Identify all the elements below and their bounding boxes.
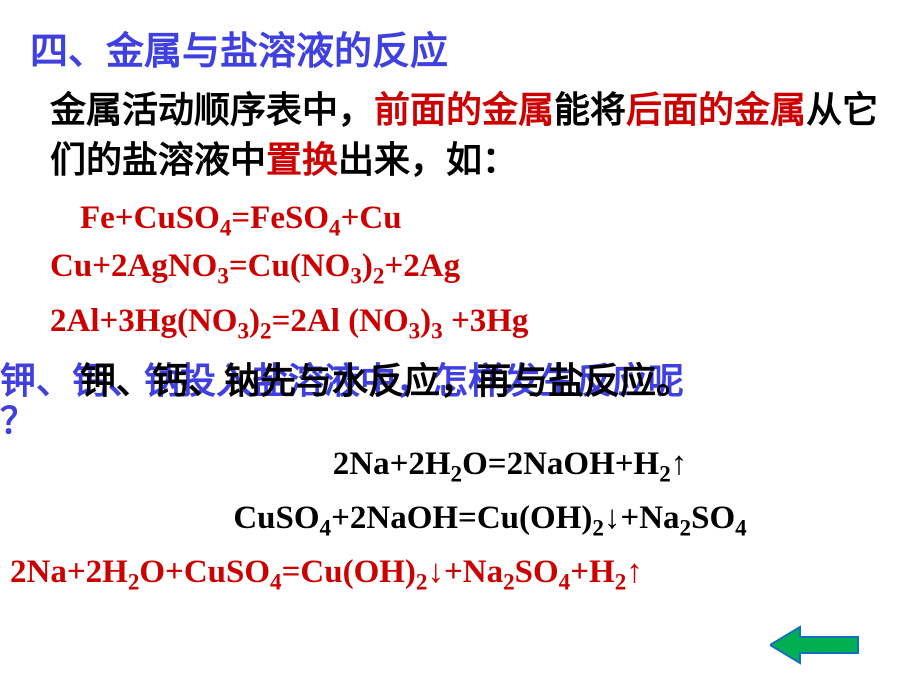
intro-text: 金属活动顺序表中，前面的金属能将后面的金属从它们的盐溶液中置换出来，如： — [50, 85, 890, 186]
equation-5: CuSO4+2NaOH=Cu(OH)2↓+Na2SO4 — [90, 496, 890, 544]
question-mark: ？ — [0, 392, 36, 444]
intro-seg6: 置换 — [266, 140, 338, 180]
equation-4: 2Na+2H2O=2NaOH+H2↑ — [130, 442, 890, 490]
question-overlap: 钾、钙、钠投入盐溶液中，怎样发生反应呢 钾、钙、钠先与水反应，再与盐反应。 ？ — [30, 352, 890, 402]
intro-seg1: 金属活动顺序表中， — [50, 90, 374, 130]
intro-seg4: 后面的金属 — [626, 90, 806, 130]
question-black: 钾、钙、钠先与水反应，再与盐反应。 — [80, 352, 880, 404]
section-title: 四、金属与盐溶液的反应 — [30, 20, 890, 75]
equation-block-1: Fe+CuSO4=FeSO4+Cu Cu+2AgNO3=Cu(NO3)2+2Ag… — [70, 196, 890, 347]
intro-seg2: 前面的金属 — [374, 90, 554, 130]
equation-3: 2Al+3Hg(NO3)2=2Al (NO3)3 +3Hg — [50, 299, 890, 347]
back-arrow-icon[interactable] — [770, 625, 860, 670]
equation-6: 2Na+2H2O+CuSO4=Cu(OH)2↓+Na2SO4+H2↑ — [10, 550, 890, 598]
intro-seg7: 出来，如： — [338, 140, 518, 180]
equation-1: Fe+CuSO4=FeSO4+Cu — [80, 196, 890, 244]
intro-seg3: 能将 — [554, 90, 626, 130]
equation-2: Cu+2AgNO3=Cu(NO3)2+2Ag — [50, 244, 890, 292]
